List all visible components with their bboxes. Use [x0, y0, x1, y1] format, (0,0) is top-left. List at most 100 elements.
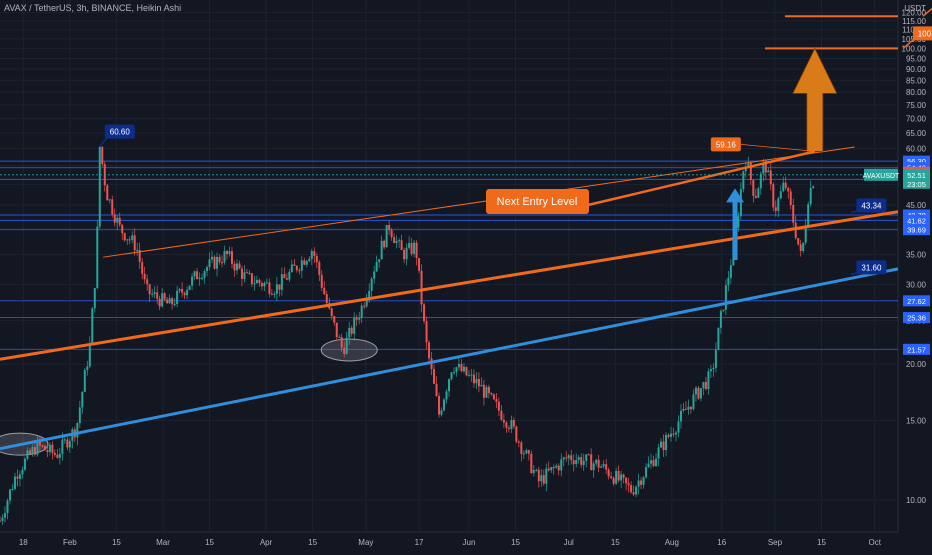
x-tick-label: Jul — [564, 538, 574, 547]
candle-body — [11, 488, 14, 490]
candle-body — [772, 184, 775, 208]
candle-body — [440, 410, 443, 415]
candle-body — [727, 277, 730, 286]
candle-body — [21, 469, 24, 475]
y-tick-label: 45.00 — [906, 201, 927, 210]
y-tick-label: 95.00 — [906, 54, 927, 63]
candle-body — [363, 305, 366, 307]
candle-body — [759, 173, 762, 189]
x-tick-label: 15 — [112, 538, 121, 547]
candle-body — [462, 366, 465, 372]
candle-body — [338, 337, 341, 339]
candle-body — [433, 369, 436, 384]
x-tick-label: 16 — [717, 538, 726, 547]
candle-body — [485, 386, 488, 398]
candle-body — [812, 186, 815, 189]
candle-body — [647, 463, 650, 468]
candle-body — [717, 327, 720, 350]
current-price-value: 52.51 — [907, 171, 926, 180]
price-scale-badge — [903, 295, 930, 307]
candle-body — [265, 282, 268, 284]
candle-body — [660, 441, 663, 448]
candle-body — [689, 406, 692, 410]
candle-body — [228, 251, 231, 255]
candle-body — [393, 237, 396, 243]
candle-body — [428, 342, 431, 359]
callout-label: 31.60 — [861, 263, 882, 272]
candle-body — [448, 379, 450, 392]
candle-body — [193, 271, 196, 277]
candle-body — [3, 513, 6, 518]
candle-body — [605, 464, 608, 470]
candle-body — [702, 382, 705, 389]
y-tick-label: 65.00 — [906, 129, 927, 138]
candle-body — [358, 317, 361, 320]
candle-body — [687, 406, 690, 410]
candle-body — [171, 298, 174, 305]
x-tick-label: Oct — [868, 538, 881, 547]
y-tick-label: 85.00 — [906, 76, 927, 85]
candle-body — [56, 454, 59, 458]
current-price-badge — [903, 168, 930, 189]
candle-body — [343, 347, 346, 354]
candle-body — [607, 469, 610, 477]
candle-body — [178, 289, 181, 291]
price-scale-badge-label: 27.62 — [907, 297, 926, 306]
candle-body — [203, 271, 206, 278]
candle-body — [742, 171, 745, 190]
candle-body — [497, 401, 500, 411]
candle-body — [418, 258, 421, 271]
candle-body — [370, 278, 373, 292]
candle-body — [652, 460, 655, 467]
candle-body — [572, 460, 575, 465]
candle-body — [240, 268, 243, 279]
candle-body — [530, 453, 533, 474]
candle-body — [602, 464, 605, 467]
candle-body — [380, 240, 383, 260]
y-tick-label: 35.00 — [906, 250, 927, 259]
candle-body — [445, 391, 448, 400]
y-tick-label: 90.00 — [906, 65, 927, 74]
candle-body — [323, 287, 326, 295]
x-tick-label: 18 — [19, 538, 28, 547]
candle-body — [111, 199, 114, 215]
candle-body — [53, 452, 56, 455]
candle-body — [532, 470, 535, 474]
candle-body — [315, 255, 318, 263]
trend-line-orange-support — [0, 210, 899, 361]
candle-body — [704, 382, 707, 390]
candle-body — [492, 394, 495, 400]
candle-body — [562, 457, 565, 460]
candle-body — [585, 454, 588, 461]
price-scale-badge-label: 25.36 — [907, 314, 926, 323]
candle-body — [645, 467, 648, 478]
text-box-pointer — [587, 150, 816, 207]
candle-body — [467, 374, 470, 376]
candle-body — [570, 455, 573, 461]
candle-body — [797, 237, 800, 245]
candle-body — [423, 304, 426, 322]
price-scale-badge — [903, 224, 930, 236]
candle-body — [318, 262, 321, 275]
candle-body — [133, 235, 136, 251]
price-scale-badge-label: 56.30 — [907, 157, 926, 166]
candle-body — [592, 463, 595, 471]
candle-body — [278, 284, 281, 290]
y-tick-label: 75.00 — [906, 101, 927, 110]
x-tick-label: 15 — [308, 538, 317, 547]
price-scale-badge — [903, 155, 930, 167]
candle-body — [627, 483, 630, 486]
entry-callout-label: 59.16 — [716, 140, 737, 149]
candle-body — [425, 321, 428, 343]
candle-body — [330, 308, 333, 317]
candle-body — [91, 308, 94, 343]
candle-body — [465, 366, 468, 376]
candle-body — [679, 410, 682, 422]
target-callout-box — [912, 26, 932, 41]
candle-body — [163, 293, 166, 300]
candle-body — [96, 226, 99, 289]
candle-body — [777, 198, 780, 211]
candle-body — [802, 242, 805, 251]
candle-body — [477, 378, 480, 387]
